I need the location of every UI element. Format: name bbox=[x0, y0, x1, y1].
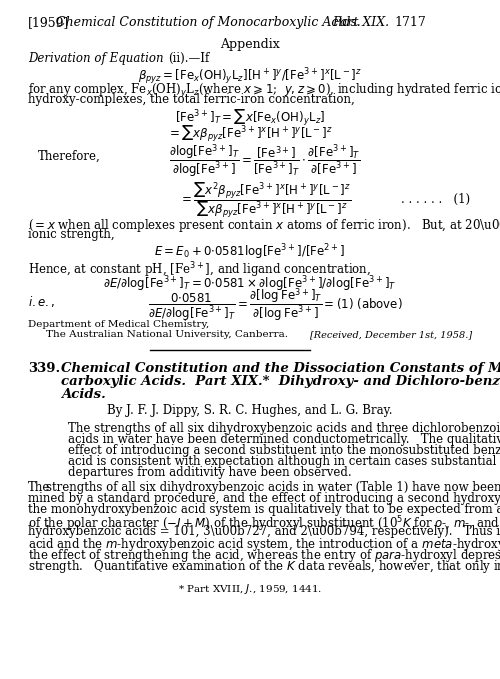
Text: [1959]: [1959] bbox=[28, 16, 70, 29]
Text: 339.: 339. bbox=[28, 362, 60, 375]
Text: $[\mathrm{Fe}^{3+}]_T = \sum x[\mathrm{Fe}_x(\mathrm{OH})_y\mathrm{L}_z]$: $[\mathrm{Fe}^{3+}]_T = \sum x[\mathrm{F… bbox=[175, 108, 325, 128]
Text: $\beta_{pyz} = [\mathrm{Fe}_x(\mathrm{OH})_y\mathrm{L}_z][\mathrm{H}^+]^y/[\math: $\beta_{pyz} = [\mathrm{Fe}_x(\mathrm{OH… bbox=[138, 66, 362, 87]
Text: ($= x$ when all complexes present contain $x$ atoms of ferric iron).   But, at 2: ($= x$ when all complexes present contai… bbox=[28, 217, 500, 234]
Text: of the polar character ($-I+M$) of the hydroxyl substituent (10$^5$$K$ for $o$-,: of the polar character ($-I+M$) of the h… bbox=[28, 514, 500, 534]
Text: Appendix: Appendix bbox=[220, 38, 280, 51]
Text: By J. F. J. Dippy, S. R. C. Hughes, and L. G. Bray.: By J. F. J. Dippy, S. R. C. Hughes, and … bbox=[107, 404, 393, 417]
Text: Part XIX.: Part XIX. bbox=[332, 16, 389, 29]
Text: strengths of all six dihydroxybenzoic acids in water (Table 1) have now been det: strengths of all six dihydroxybenzoic ac… bbox=[46, 481, 500, 494]
Text: * Part XVIII, $J$., 1959, 1441.: * Part XVIII, $J$., 1959, 1441. bbox=[178, 582, 322, 596]
Text: departures from additivity have been observed.: departures from additivity have been obs… bbox=[68, 466, 352, 479]
Text: acids in water have been determined conductometrically.   The qualitative: acids in water have been determined cond… bbox=[68, 433, 500, 446]
Text: $E = E_0 + 0{\cdot}0581 \log [\mathrm{Fe}^{3+}]/[\mathrm{Fe}^{2+}]$: $E = E_0 + 0{\cdot}0581 \log [\mathrm{Fe… bbox=[154, 242, 346, 261]
Text: The strengths of all six dihydroxybenzoic acids and three dichlorobenzoic: The strengths of all six dihydroxybenzoi… bbox=[68, 422, 500, 435]
Text: Acids.: Acids. bbox=[61, 388, 106, 401]
Text: The: The bbox=[28, 481, 50, 494]
Text: Hence, at constant pH, [Fe$^{3+}$], and ligand concentration,: Hence, at constant pH, [Fe$^{3+}$], and … bbox=[28, 260, 371, 280]
Text: $i.e.,$: $i.e.,$ bbox=[28, 294, 55, 309]
Text: ionic strength,: ionic strength, bbox=[28, 228, 115, 241]
Text: Derivation of Equation: Derivation of Equation bbox=[28, 52, 164, 65]
Text: mined by a standard procedure, and the effect of introducing a second hydroxyl g: mined by a standard procedure, and the e… bbox=[28, 492, 500, 505]
Text: $\dfrac{\partial \log [\mathrm{Fe}^{3+}]_T}{\partial \log [\mathrm{Fe}^{3+}]} = : $\dfrac{\partial \log [\mathrm{Fe}^{3+}]… bbox=[170, 143, 360, 181]
Text: acid and the $m$-hydroxybenzoic acid system, the introduction of a $meta$-hydrox: acid and the $m$-hydroxybenzoic acid sys… bbox=[28, 536, 500, 553]
Text: the monohydroxybenzoic acid system is qualitatively that to be expected from a k: the monohydroxybenzoic acid system is qu… bbox=[28, 503, 500, 516]
Text: hydroxy-complexes, the total ferric-iron concentration,: hydroxy-complexes, the total ferric-iron… bbox=[28, 93, 355, 106]
Text: acid is consistent with expectation although in certain cases substantial: acid is consistent with expectation alth… bbox=[68, 455, 496, 468]
Text: the effect of strengthening the acid, whereas the entry of $para$-hydroxyl depre: the effect of strengthening the acid, wh… bbox=[28, 547, 500, 564]
Text: $\partial E/\partial \log [\mathrm{Fe}^{3+}]_T = 0{\cdot}0581 \times \partial \l: $\partial E/\partial \log [\mathrm{Fe}^{… bbox=[104, 274, 397, 293]
Text: Therefore,: Therefore, bbox=[38, 150, 101, 163]
Text: The Australian National University, Canberra.: The Australian National University, Canb… bbox=[46, 330, 288, 339]
Text: hydroxybenzoic acids = 101, 3\u00b727, and 2\u00b794, respectively).   Thus in b: hydroxybenzoic acids = 101, 3\u00b727, a… bbox=[28, 525, 500, 538]
Text: carboxylic Acids.  Part XIX.*  Dihydroxy- and Dichloro-benzoic: carboxylic Acids. Part XIX.* Dihydroxy- … bbox=[61, 375, 500, 388]
Text: [Received, December 1st, 1958.]: [Received, December 1st, 1958.] bbox=[310, 330, 472, 339]
Text: effect of introducing a second substituent into the monosubstituted benzoic: effect of introducing a second substitue… bbox=[68, 444, 500, 457]
Text: . . . . . .   (1): . . . . . . (1) bbox=[401, 193, 470, 206]
Text: Chemical Constitution and the Dissociation Constants of Mono-: Chemical Constitution and the Dissociati… bbox=[61, 362, 500, 375]
Text: 1717: 1717 bbox=[394, 16, 426, 29]
Text: (ii).—If: (ii).—If bbox=[168, 52, 209, 65]
Text: $= \dfrac{\sum x^2\beta_{pyz}[\mathrm{Fe}^{3+}]^x[\mathrm{H}^+]^y[\mathrm{L}^-]^: $= \dfrac{\sum x^2\beta_{pyz}[\mathrm{Fe… bbox=[179, 180, 351, 220]
Text: $\dfrac{0{\cdot}0581}{\partial E/\partial \log [\mathrm{Fe}^{3+}]_T} = \dfrac{\p: $\dfrac{0{\cdot}0581}{\partial E/\partia… bbox=[148, 287, 402, 325]
Text: for any complex, Fe$_x$(OH)$_y$L$_z$(where $x \geqslant 1$;  $y, z \geqslant 0$): for any complex, Fe$_x$(OH)$_y$L$_z$(whe… bbox=[28, 82, 500, 100]
Text: Chemical Constitution of Monocarboxylic Acids.: Chemical Constitution of Monocarboxylic … bbox=[56, 16, 361, 29]
Text: Department of Medical Chemistry,: Department of Medical Chemistry, bbox=[28, 320, 209, 329]
Text: strength.   Quantitative examination of the $K$ data reveals, however, that only: strength. Quantitative examination of th… bbox=[28, 558, 500, 575]
Text: $= \sum x\beta_{pyz}[\mathrm{Fe}^{3+}]^x[\mathrm{H}^+]^y[\mathrm{L}^-]^z$: $= \sum x\beta_{pyz}[\mathrm{Fe}^{3+}]^x… bbox=[167, 124, 333, 144]
